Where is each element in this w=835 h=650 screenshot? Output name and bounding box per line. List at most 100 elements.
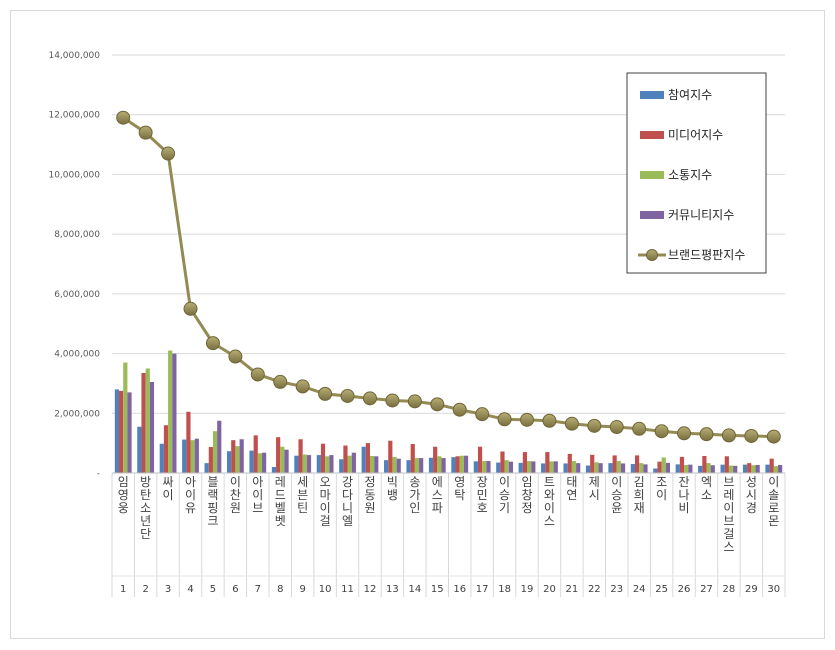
y-tick-label: 2,000,000	[54, 409, 100, 419]
line-point	[161, 146, 176, 161]
y-axis: - 2,000,000 4,000,000 6,000,000 8,000,000 10,…	[48, 51, 100, 479]
bar-소통지수	[459, 455, 464, 473]
bar-참여지수	[698, 465, 703, 473]
bar-미디어지수	[253, 435, 258, 473]
line-point	[273, 374, 288, 389]
bar-소통지수	[280, 446, 285, 473]
bar-소통지수	[212, 431, 218, 473]
bar-소통지수	[168, 350, 173, 473]
bar-소통지수	[123, 362, 128, 473]
bar-미디어지수	[365, 443, 370, 473]
rank-label: 27	[700, 584, 713, 595]
bar-소통지수	[751, 465, 756, 473]
bar-커뮤니티지수	[149, 381, 155, 473]
bar-커뮤니티지수	[194, 438, 199, 473]
bar-커뮤니티지수	[643, 464, 648, 473]
bar-참여지수	[496, 462, 501, 473]
bar-참여지수	[473, 461, 478, 473]
bar-소통지수	[235, 446, 240, 473]
bar-미디어지수	[388, 440, 393, 473]
bar-참여지수	[428, 457, 434, 473]
bar-커뮤니티지수	[463, 455, 469, 473]
bar-미디어지수	[410, 444, 415, 473]
bar-참여지수	[563, 463, 568, 473]
bar-소통지수	[414, 458, 420, 473]
bar-소통지수	[706, 463, 711, 473]
line-point	[542, 413, 557, 428]
bar-참여지수	[675, 464, 680, 473]
bar-커뮤니티지수	[755, 464, 760, 473]
bar-소통지수	[639, 463, 644, 473]
line-point	[766, 429, 781, 444]
bar-참여지수	[384, 460, 389, 473]
legend-entry: 소통지수	[668, 168, 712, 182]
rank-label: 12	[364, 584, 377, 595]
line-point	[587, 418, 602, 433]
y-tick-label: 8,000,000	[54, 230, 100, 240]
rank-label: 25	[655, 584, 668, 595]
y-tick-label: 12,000,000	[48, 111, 100, 121]
bar-커뮤니티지수	[777, 464, 783, 473]
bar-소통지수	[684, 464, 689, 473]
bar-소통지수	[594, 462, 599, 473]
line-point	[564, 416, 579, 431]
rank-label: 2	[142, 584, 148, 595]
bar-커뮤니티지수	[127, 392, 132, 473]
bar-미디어지수	[433, 446, 438, 473]
bar-커뮤니티지수	[239, 439, 244, 473]
line-point	[318, 386, 333, 401]
bar-미디어지수	[141, 372, 146, 473]
rank-label: 1	[120, 584, 126, 595]
bar-미디어지수	[634, 455, 640, 473]
bar-커뮤니티지수	[688, 464, 693, 473]
bar-참여지수	[137, 426, 142, 473]
bar-커뮤니티지수	[576, 463, 581, 473]
bar-커뮤니티지수	[508, 461, 513, 473]
bar-소통지수	[190, 440, 195, 473]
bar-참여지수	[339, 459, 344, 473]
bar-소통지수	[616, 461, 621, 473]
rank-label: 9	[299, 584, 305, 595]
bar-미디어지수	[208, 447, 213, 473]
bar-미디어지수	[545, 452, 550, 473]
bar-미디어지수	[612, 455, 617, 473]
bar-미디어지수	[298, 439, 303, 473]
line-point	[340, 388, 355, 403]
bar-미디어지수	[231, 440, 236, 473]
bar-소통지수	[257, 453, 263, 473]
bar-참여지수	[720, 464, 725, 473]
legend-swatch	[640, 171, 664, 179]
bar-참여지수	[159, 443, 164, 473]
bar-참여지수	[226, 451, 232, 473]
line-point	[385, 393, 400, 408]
bar-미디어지수	[724, 456, 729, 473]
bar-미디어지수	[702, 455, 707, 473]
rank-label: 22	[588, 584, 601, 595]
bar-series	[114, 350, 783, 473]
bar-참여지수	[742, 464, 748, 473]
bar-커뮤니티지수	[329, 455, 334, 473]
legend-entry: 미디어지수	[668, 128, 723, 142]
bar-미디어지수	[477, 446, 483, 473]
bar-참여지수	[294, 455, 299, 473]
y-tick-label: 4,000,000	[54, 350, 100, 360]
bar-참여지수	[608, 463, 613, 473]
bar-참여지수	[249, 450, 254, 473]
bar-소통지수	[527, 461, 532, 473]
bar-미디어지수	[455, 456, 460, 473]
rank-label: 13	[386, 584, 399, 595]
